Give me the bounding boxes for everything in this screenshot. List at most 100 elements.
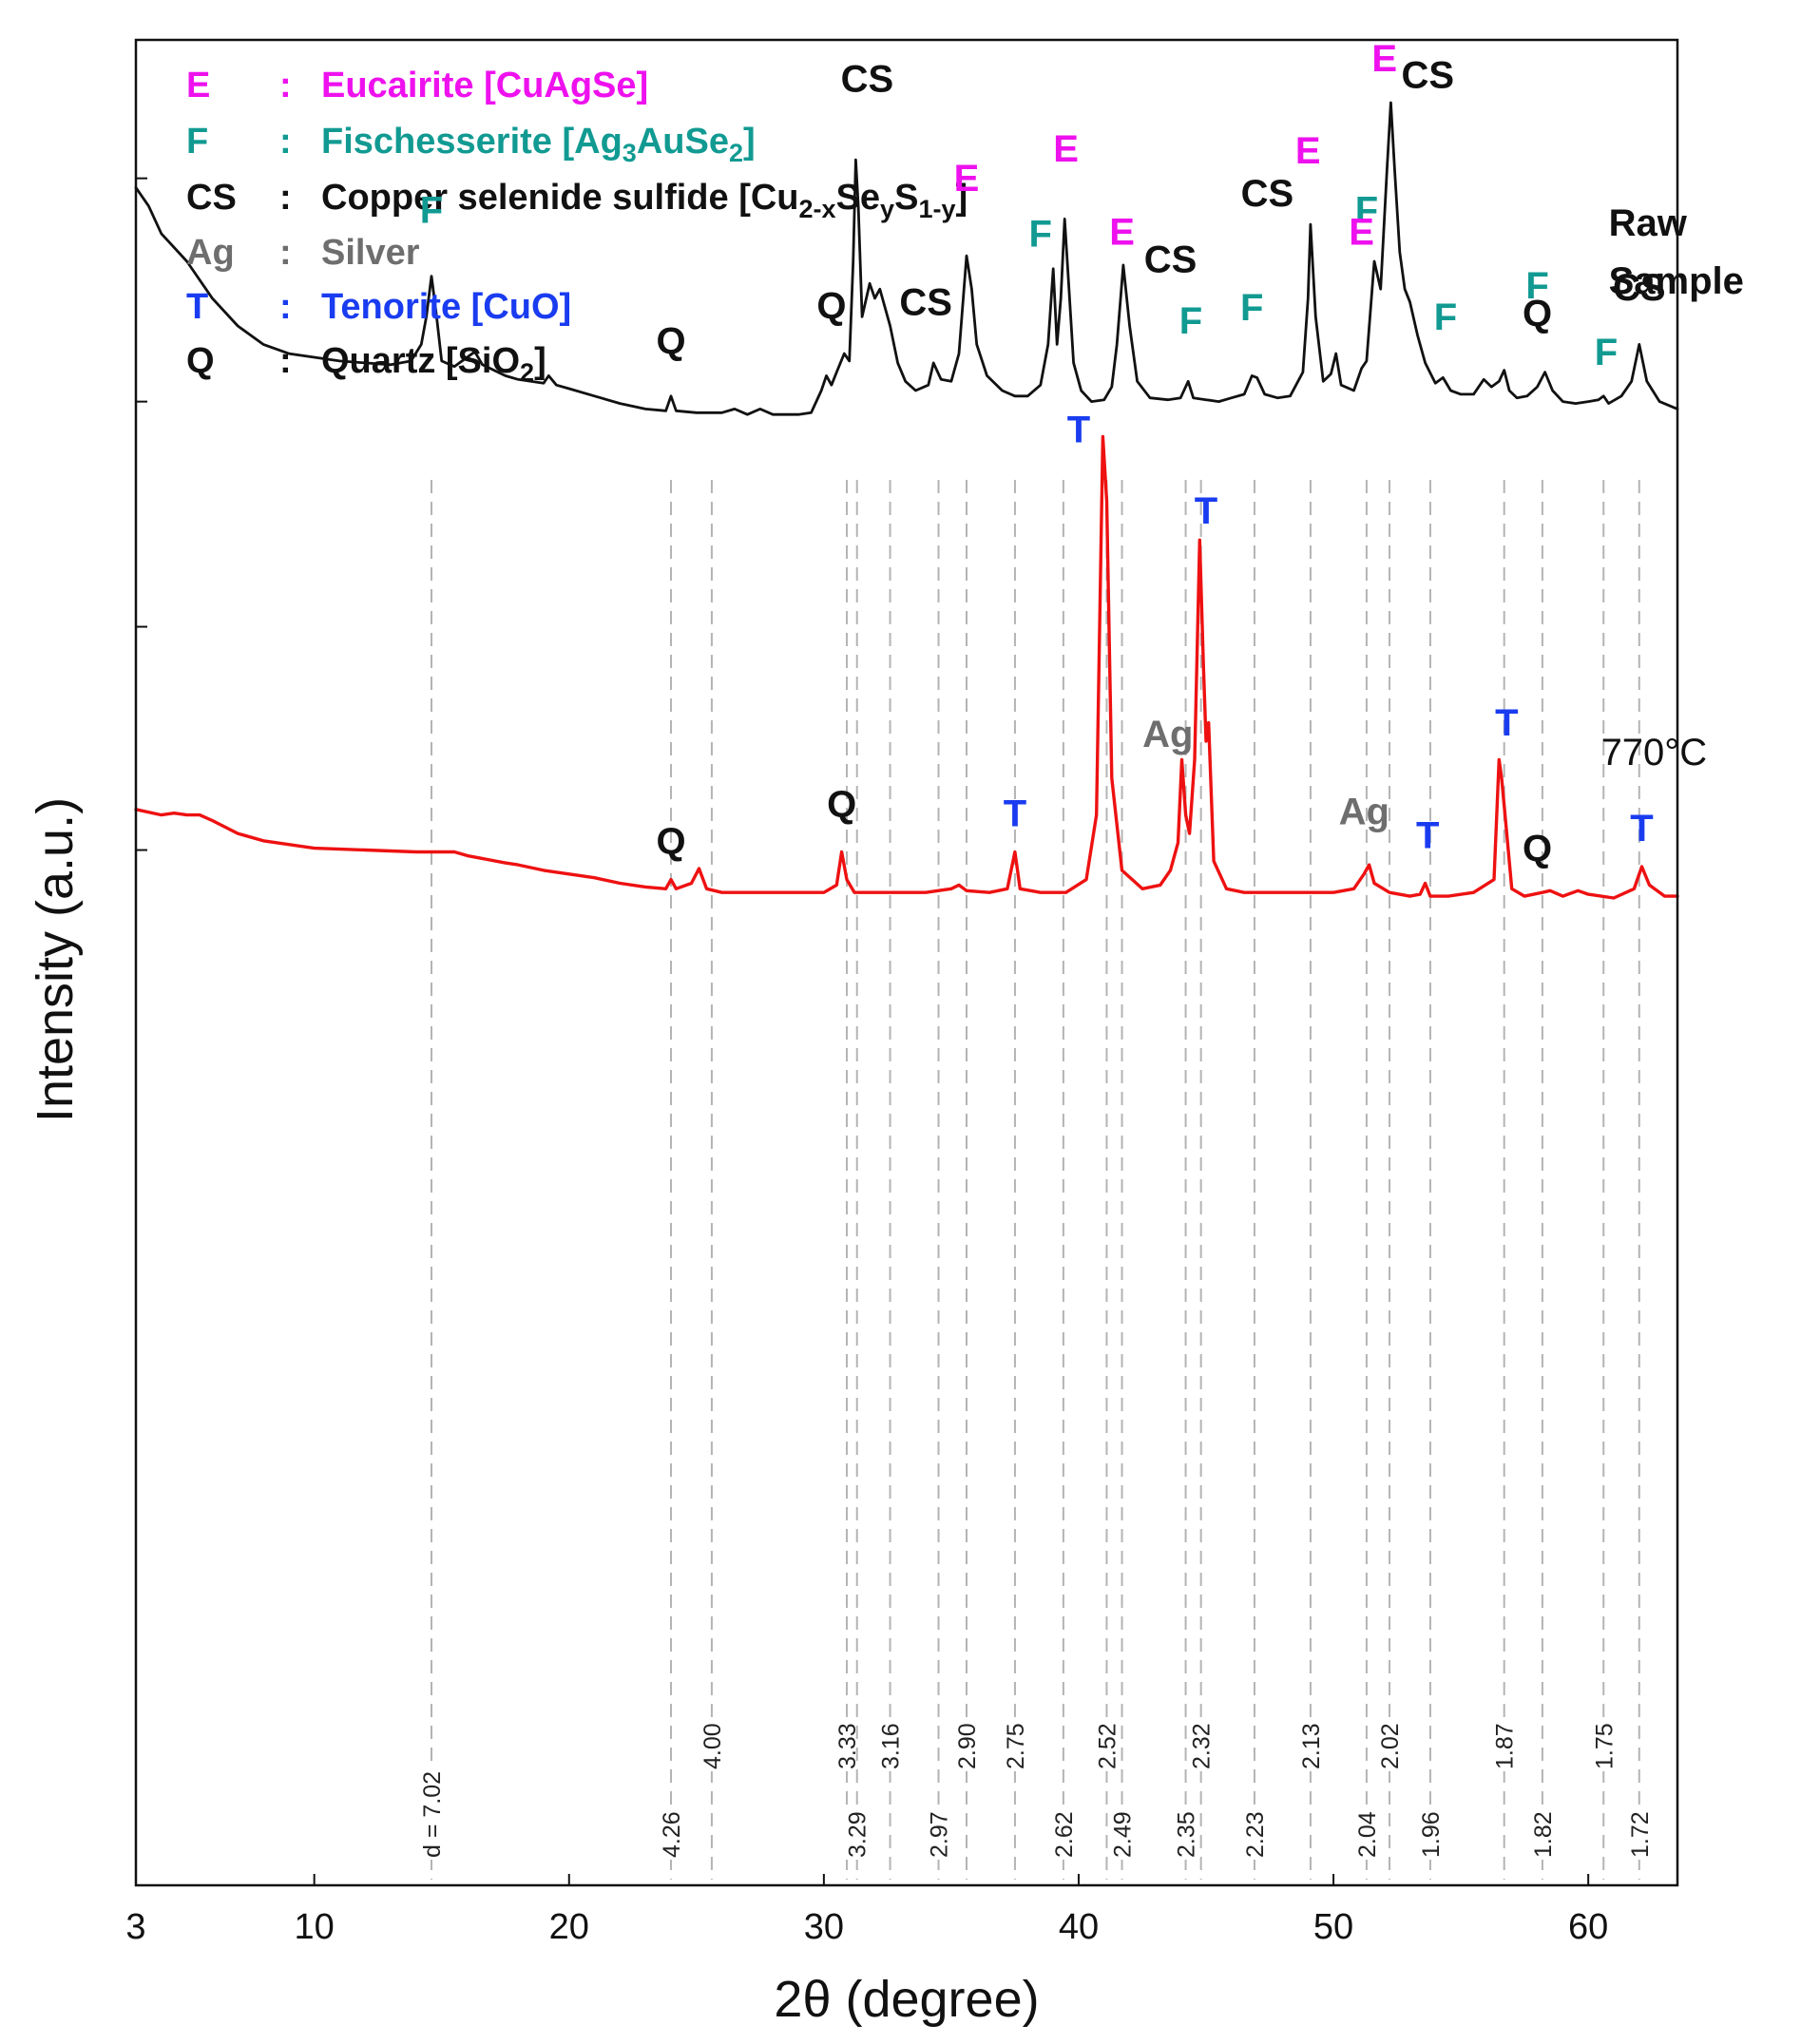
series-line-770-c bbox=[134, 434, 1679, 900]
peak-label-q-3: Q bbox=[816, 285, 846, 327]
d-spacing-label-bg bbox=[1241, 1809, 1269, 1860]
legend-description-q: Quartz [SiO2] bbox=[321, 341, 546, 387]
peak-label-f-1: F bbox=[420, 189, 443, 231]
legend-code-t: T bbox=[186, 287, 208, 327]
d-spacing-label-2-13: 2.13 bbox=[1298, 1723, 1325, 1769]
d-spacing-label-2-52: 2.52 bbox=[1094, 1723, 1121, 1769]
peak-label-f-7: F bbox=[1029, 214, 1052, 256]
peak-label-e-16: E bbox=[1349, 212, 1374, 254]
d-spacing-label-2-97: 2.97 bbox=[927, 1811, 953, 1858]
d-spacing-label-1-87: 1.87 bbox=[1492, 1723, 1519, 1769]
sample-labels: Raw Sample 770°C bbox=[1601, 202, 1744, 774]
peak-label-t-34: T bbox=[1630, 808, 1653, 850]
plot-frame bbox=[134, 38, 1679, 1887]
d-spacing-label-4-26: 4.26 bbox=[659, 1811, 685, 1858]
x-tick-label-50: 50 bbox=[1313, 1907, 1353, 1947]
peak-label-e-8: E bbox=[1053, 128, 1079, 170]
d-spacing-label-bg bbox=[1173, 1809, 1200, 1860]
legend-description-cs: Copper selenide sulfide [Cu2-xSeyS1-y] bbox=[321, 178, 968, 223]
peak-label-t-25: T bbox=[1195, 490, 1217, 532]
peak-label-cs-13: CS bbox=[1241, 173, 1294, 215]
d-spacing-label-bg bbox=[844, 1809, 872, 1860]
legend-description-t: Tenorite [CuO] bbox=[321, 287, 571, 327]
peak-label-q-20: Q bbox=[1523, 293, 1552, 334]
sample-label-770-c: 770°C bbox=[1601, 732, 1708, 774]
peak-label-e-14: E bbox=[1295, 130, 1321, 172]
d-spacing-label-bg bbox=[1002, 1721, 1029, 1771]
d-spacing-label-bg bbox=[1591, 1721, 1619, 1771]
y-axis bbox=[136, 177, 147, 851]
d-spacing-label-4-00: 4.00 bbox=[699, 1723, 726, 1769]
d-spacing-label-bg bbox=[1353, 1809, 1381, 1860]
legend-description-f: Fischesserite [Ag3AuSe2] bbox=[321, 122, 756, 167]
d-spacing-label-2-35: 2.35 bbox=[1174, 1811, 1200, 1858]
x-tick-label-10: 10 bbox=[295, 1907, 335, 1947]
legend-separator: : bbox=[279, 233, 292, 273]
peak-label-cs-22: CS bbox=[1613, 267, 1666, 309]
series-line-raw-sample bbox=[134, 101, 1679, 416]
peak-label-q-33: Q bbox=[1523, 828, 1552, 869]
peak-label-e-6: E bbox=[954, 158, 980, 200]
d-spacing-label-3-16: 3.16 bbox=[878, 1723, 905, 1769]
d-spacing-label-d-7-02: d = 7.02 bbox=[419, 1771, 446, 1858]
d-spacing-label-2-75: 2.75 bbox=[1003, 1723, 1029, 1769]
series-lines bbox=[134, 101, 1679, 900]
d-spacing-label-2-90: 2.90 bbox=[954, 1723, 981, 1769]
legend-separator: : bbox=[279, 341, 292, 381]
d-spacing-label-bg bbox=[877, 1721, 905, 1771]
peak-label-f-21: F bbox=[1525, 265, 1548, 307]
d-spacing-label-2-04: 2.04 bbox=[1354, 1811, 1381, 1858]
peak-label-f-23: F bbox=[1595, 332, 1618, 373]
d-spacing-label-1-75: 1.75 bbox=[1591, 1723, 1618, 1769]
d-spacing-label-2-23: 2.23 bbox=[1242, 1811, 1269, 1858]
peak-label-ag-26: Ag bbox=[1142, 714, 1193, 755]
x-tick-label-30: 30 bbox=[804, 1907, 844, 1947]
x-tick-label-40: 40 bbox=[1059, 1907, 1099, 1947]
d-spacing-label-bg bbox=[1297, 1721, 1325, 1771]
d-spacing-label-1-72: 1.72 bbox=[1627, 1811, 1654, 1858]
legend-description-e: Eucairite [CuAgSe] bbox=[321, 66, 648, 105]
d-spacing-label-bg bbox=[1626, 1809, 1654, 1860]
reference-lines: d = 7.02 4.264.00 3.333.293.162.972.90 2.75… bbox=[418, 480, 1654, 1880]
peak-label-f-12: F bbox=[1240, 287, 1263, 329]
d-spacing-label-bg bbox=[418, 1768, 446, 1860]
x-axis-title: 2θ (degree) bbox=[774, 1971, 1039, 2028]
d-spacing-label-2-62: 2.62 bbox=[1051, 1811, 1078, 1858]
d-spacing-label-3-29: 3.29 bbox=[845, 1811, 872, 1858]
peak-label-q-2: Q bbox=[656, 320, 685, 362]
peak-label-t-29: T bbox=[1004, 793, 1026, 834]
peak-label-f-19: F bbox=[1434, 296, 1457, 338]
legend-separator: : bbox=[279, 66, 292, 105]
legend-separator: : bbox=[279, 122, 292, 162]
d-spacing-label-2-02: 2.02 bbox=[1377, 1723, 1404, 1769]
d-spacing-label-bg bbox=[699, 1721, 726, 1771]
peak-label-t-32: T bbox=[1495, 702, 1518, 744]
legend-code-q: Q bbox=[186, 341, 215, 381]
peak-label-e-9: E bbox=[1109, 212, 1135, 254]
d-spacing-label-1-82: 1.82 bbox=[1530, 1811, 1557, 1858]
peak-label-e-17: E bbox=[1371, 38, 1397, 80]
sample-label-raw-sample: Raw Sample bbox=[1609, 202, 1744, 302]
peak-label-t-31: T bbox=[1416, 815, 1439, 857]
d-spacing-label-2-32: 2.32 bbox=[1189, 1723, 1216, 1769]
peak-label-f-11: F bbox=[1179, 300, 1202, 342]
legend-description-ag: Silver bbox=[321, 233, 420, 273]
peak-label-q-28: Q bbox=[827, 784, 856, 826]
peak-label-f-15: F bbox=[1355, 189, 1378, 231]
x-axis: 3 10 20 30 40 50 60 bbox=[125, 1874, 1608, 1947]
d-spacing-label-bg bbox=[1094, 1721, 1121, 1771]
d-spacing-label-bg bbox=[954, 1721, 982, 1771]
legend-code-f: F bbox=[186, 122, 208, 162]
x-tick-label-20: 20 bbox=[549, 1907, 589, 1947]
d-spacing-label-1-96: 1.96 bbox=[1418, 1811, 1445, 1858]
y-axis-title: Intensity (a.u.) bbox=[27, 797, 84, 1122]
phase-legend: E: Eucairite [CuAgSe] F: Fischesserite [Ag3… bbox=[186, 66, 968, 387]
d-spacing-label-bg bbox=[1109, 1809, 1137, 1860]
legend-code-e: E bbox=[186, 66, 210, 105]
x-tick-label-3: 3 bbox=[125, 1907, 145, 1947]
peak-label-cs-18: CS bbox=[1401, 54, 1454, 96]
legend-code-ag: Ag bbox=[186, 233, 235, 273]
x-tick-label-60: 60 bbox=[1568, 1907, 1608, 1947]
